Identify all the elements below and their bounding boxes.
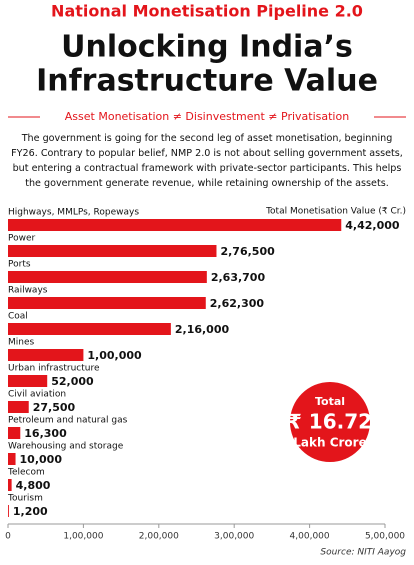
x-tick-label: 2,00,000 (139, 532, 179, 542)
category-label: Warehousing and storage (8, 442, 124, 452)
bar (8, 505, 9, 517)
bar (8, 349, 84, 361)
value-label: 1,200 (13, 505, 48, 518)
value-label: 2,62,300 (210, 297, 265, 310)
value-label: 52,000 (51, 375, 94, 388)
value-label: 2,16,000 (175, 323, 230, 336)
bar (8, 271, 207, 283)
x-tick-label: 5,00,000 (365, 532, 405, 542)
bar (8, 245, 217, 257)
total-label: Total (315, 395, 345, 408)
total-badge (290, 382, 370, 462)
source: Source: NITI Aayog (320, 548, 406, 558)
x-tick-label: 3,00,000 (214, 532, 254, 542)
category-label: Civil aviation (8, 390, 66, 400)
paragraph-line: FY26. Contrary to popular belief, NMP 2.… (11, 148, 403, 159)
bar (8, 479, 12, 491)
category-label: Railways (8, 286, 48, 296)
category-label: Mines (8, 338, 35, 348)
value-label: 2,76,500 (220, 245, 275, 258)
value-label: 4,800 (16, 479, 51, 492)
value-label: 4,42,000 (345, 219, 400, 232)
value-label: 2,63,700 (211, 271, 266, 284)
subtitle: Asset Monetisation ≠ Disinvestment ≠ Pri… (65, 110, 349, 123)
bar (8, 297, 206, 309)
paragraph-line: The government is going for the second l… (21, 133, 393, 144)
bar (8, 375, 48, 387)
total-unit: Lakh Crore (293, 436, 366, 450)
x-tick-label: 0 (5, 532, 11, 542)
x-tick-label: 4,00,000 (290, 532, 330, 542)
category-label: Highways, MMLPs, Ropeways (8, 208, 139, 218)
category-label: Ports (8, 260, 31, 270)
value-label: 27,500 (33, 401, 76, 414)
bar (8, 219, 342, 231)
paragraph-line: the government generate revenue, while r… (25, 178, 389, 189)
category-label: Telecom (7, 468, 45, 478)
category-label: Coal (8, 312, 28, 322)
total-value: ₹ 16.72 (288, 410, 372, 434)
paragraph-line: but entering a contractual framework wit… (13, 163, 402, 174)
category-label: Power (8, 234, 36, 244)
value-label: 1,00,000 (87, 349, 142, 362)
bar (8, 401, 29, 413)
category-label: Petroleum and natural gas (8, 416, 128, 426)
value-label: 16,300 (24, 427, 67, 440)
axis-title: Total Monetisation Value (₹ Cr.) (265, 207, 406, 217)
category-label: Tourism (7, 494, 43, 504)
bar (8, 427, 21, 439)
title: Unlocking India’s (61, 30, 353, 65)
bar (8, 453, 16, 465)
title: Infrastructure Value (36, 64, 378, 99)
value-label: 10,000 (20, 453, 63, 466)
bar (8, 323, 171, 335)
header: National Monetisation Pipeline 2.0 (51, 2, 363, 21)
x-tick-label: 1,00,000 (63, 532, 103, 542)
category-label: Urban infrastructure (8, 364, 100, 374)
